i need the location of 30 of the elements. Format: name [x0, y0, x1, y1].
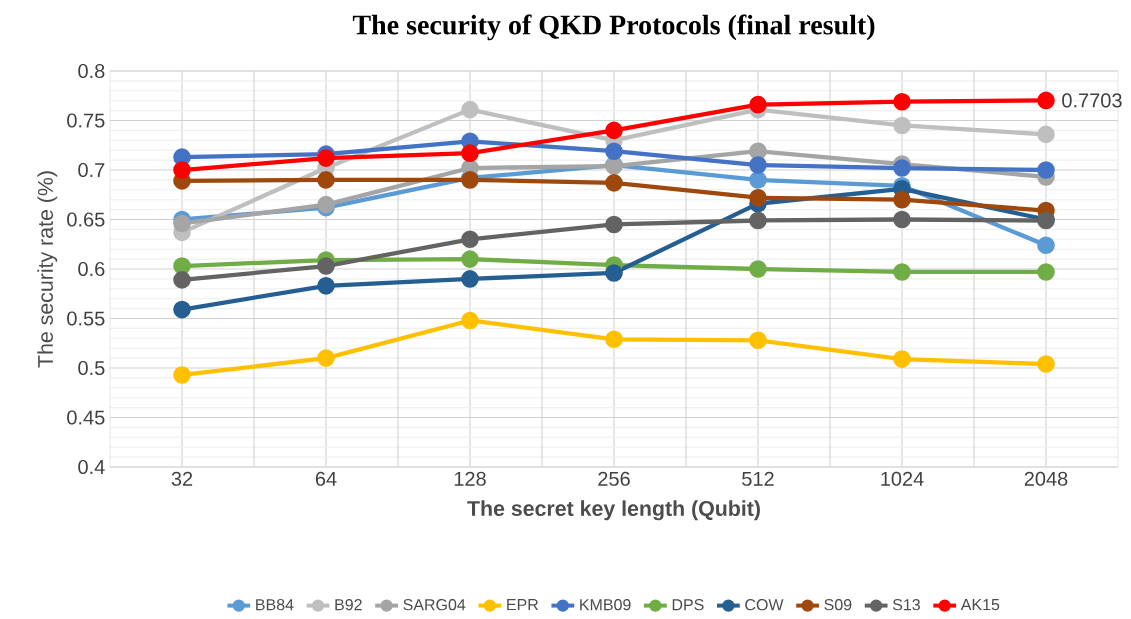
x-tick-label: 512 — [742, 471, 774, 486]
legend-label: COW — [745, 599, 784, 611]
x-tick-label: 64 — [315, 471, 337, 486]
y-tick-label: 0.75 — [67, 113, 105, 128]
x-tick-label: 32 — [171, 471, 193, 486]
y-tick-label: 0.8 — [78, 63, 105, 79]
legend-label: DPS — [672, 599, 704, 611]
y-tick-label: 0.45 — [67, 410, 105, 425]
y-tick-label: 0.7 — [78, 162, 105, 178]
legend-label: EPR — [507, 599, 539, 611]
legend-label: B92 — [335, 599, 362, 611]
x-axis-title: The secret key length (Qubit) — [467, 500, 760, 521]
x-tick-label: 128 — [454, 471, 486, 486]
x-tick-label: 1024 — [881, 471, 924, 486]
annotation: 0.7703 — [1062, 93, 1122, 108]
legend-label: KMB09 — [580, 599, 631, 611]
y-tick-label: 0.6 — [78, 261, 105, 277]
y-tick-label: 0.5 — [78, 360, 105, 376]
legend-label: S09 — [824, 599, 852, 611]
x-tick-label: 2048 — [1024, 471, 1068, 486]
legend-label: AK15 — [960, 599, 1000, 611]
y-tick-label: 0.55 — [67, 311, 105, 326]
chart-title: The security of QKD Protocols (final result) — [352, 14, 875, 41]
legend-label: SARG04 — [403, 599, 466, 611]
x-tick-label: 256 — [598, 471, 630, 486]
legend-label: BB84 — [256, 599, 294, 611]
y-tick-label: 0.4 — [78, 459, 105, 475]
legend-label: S13 — [892, 599, 920, 611]
y-axis-title: The security rate (%) — [37, 171, 58, 368]
y-tick-label: 0.65 — [67, 212, 105, 227]
